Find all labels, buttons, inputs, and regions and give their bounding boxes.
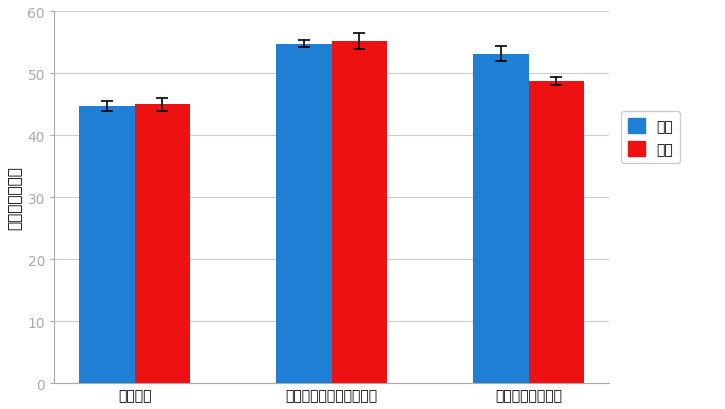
- Bar: [529, 82, 584, 383]
- Bar: [135, 105, 190, 383]
- Y-axis label: 平均对命（日）: 平均对命（日）: [7, 166, 22, 230]
- Legend: オス, メス: オス, メス: [621, 112, 680, 164]
- Bar: [473, 54, 529, 383]
- Bar: [276, 45, 331, 383]
- Bar: [331, 42, 386, 383]
- Bar: [79, 106, 135, 383]
